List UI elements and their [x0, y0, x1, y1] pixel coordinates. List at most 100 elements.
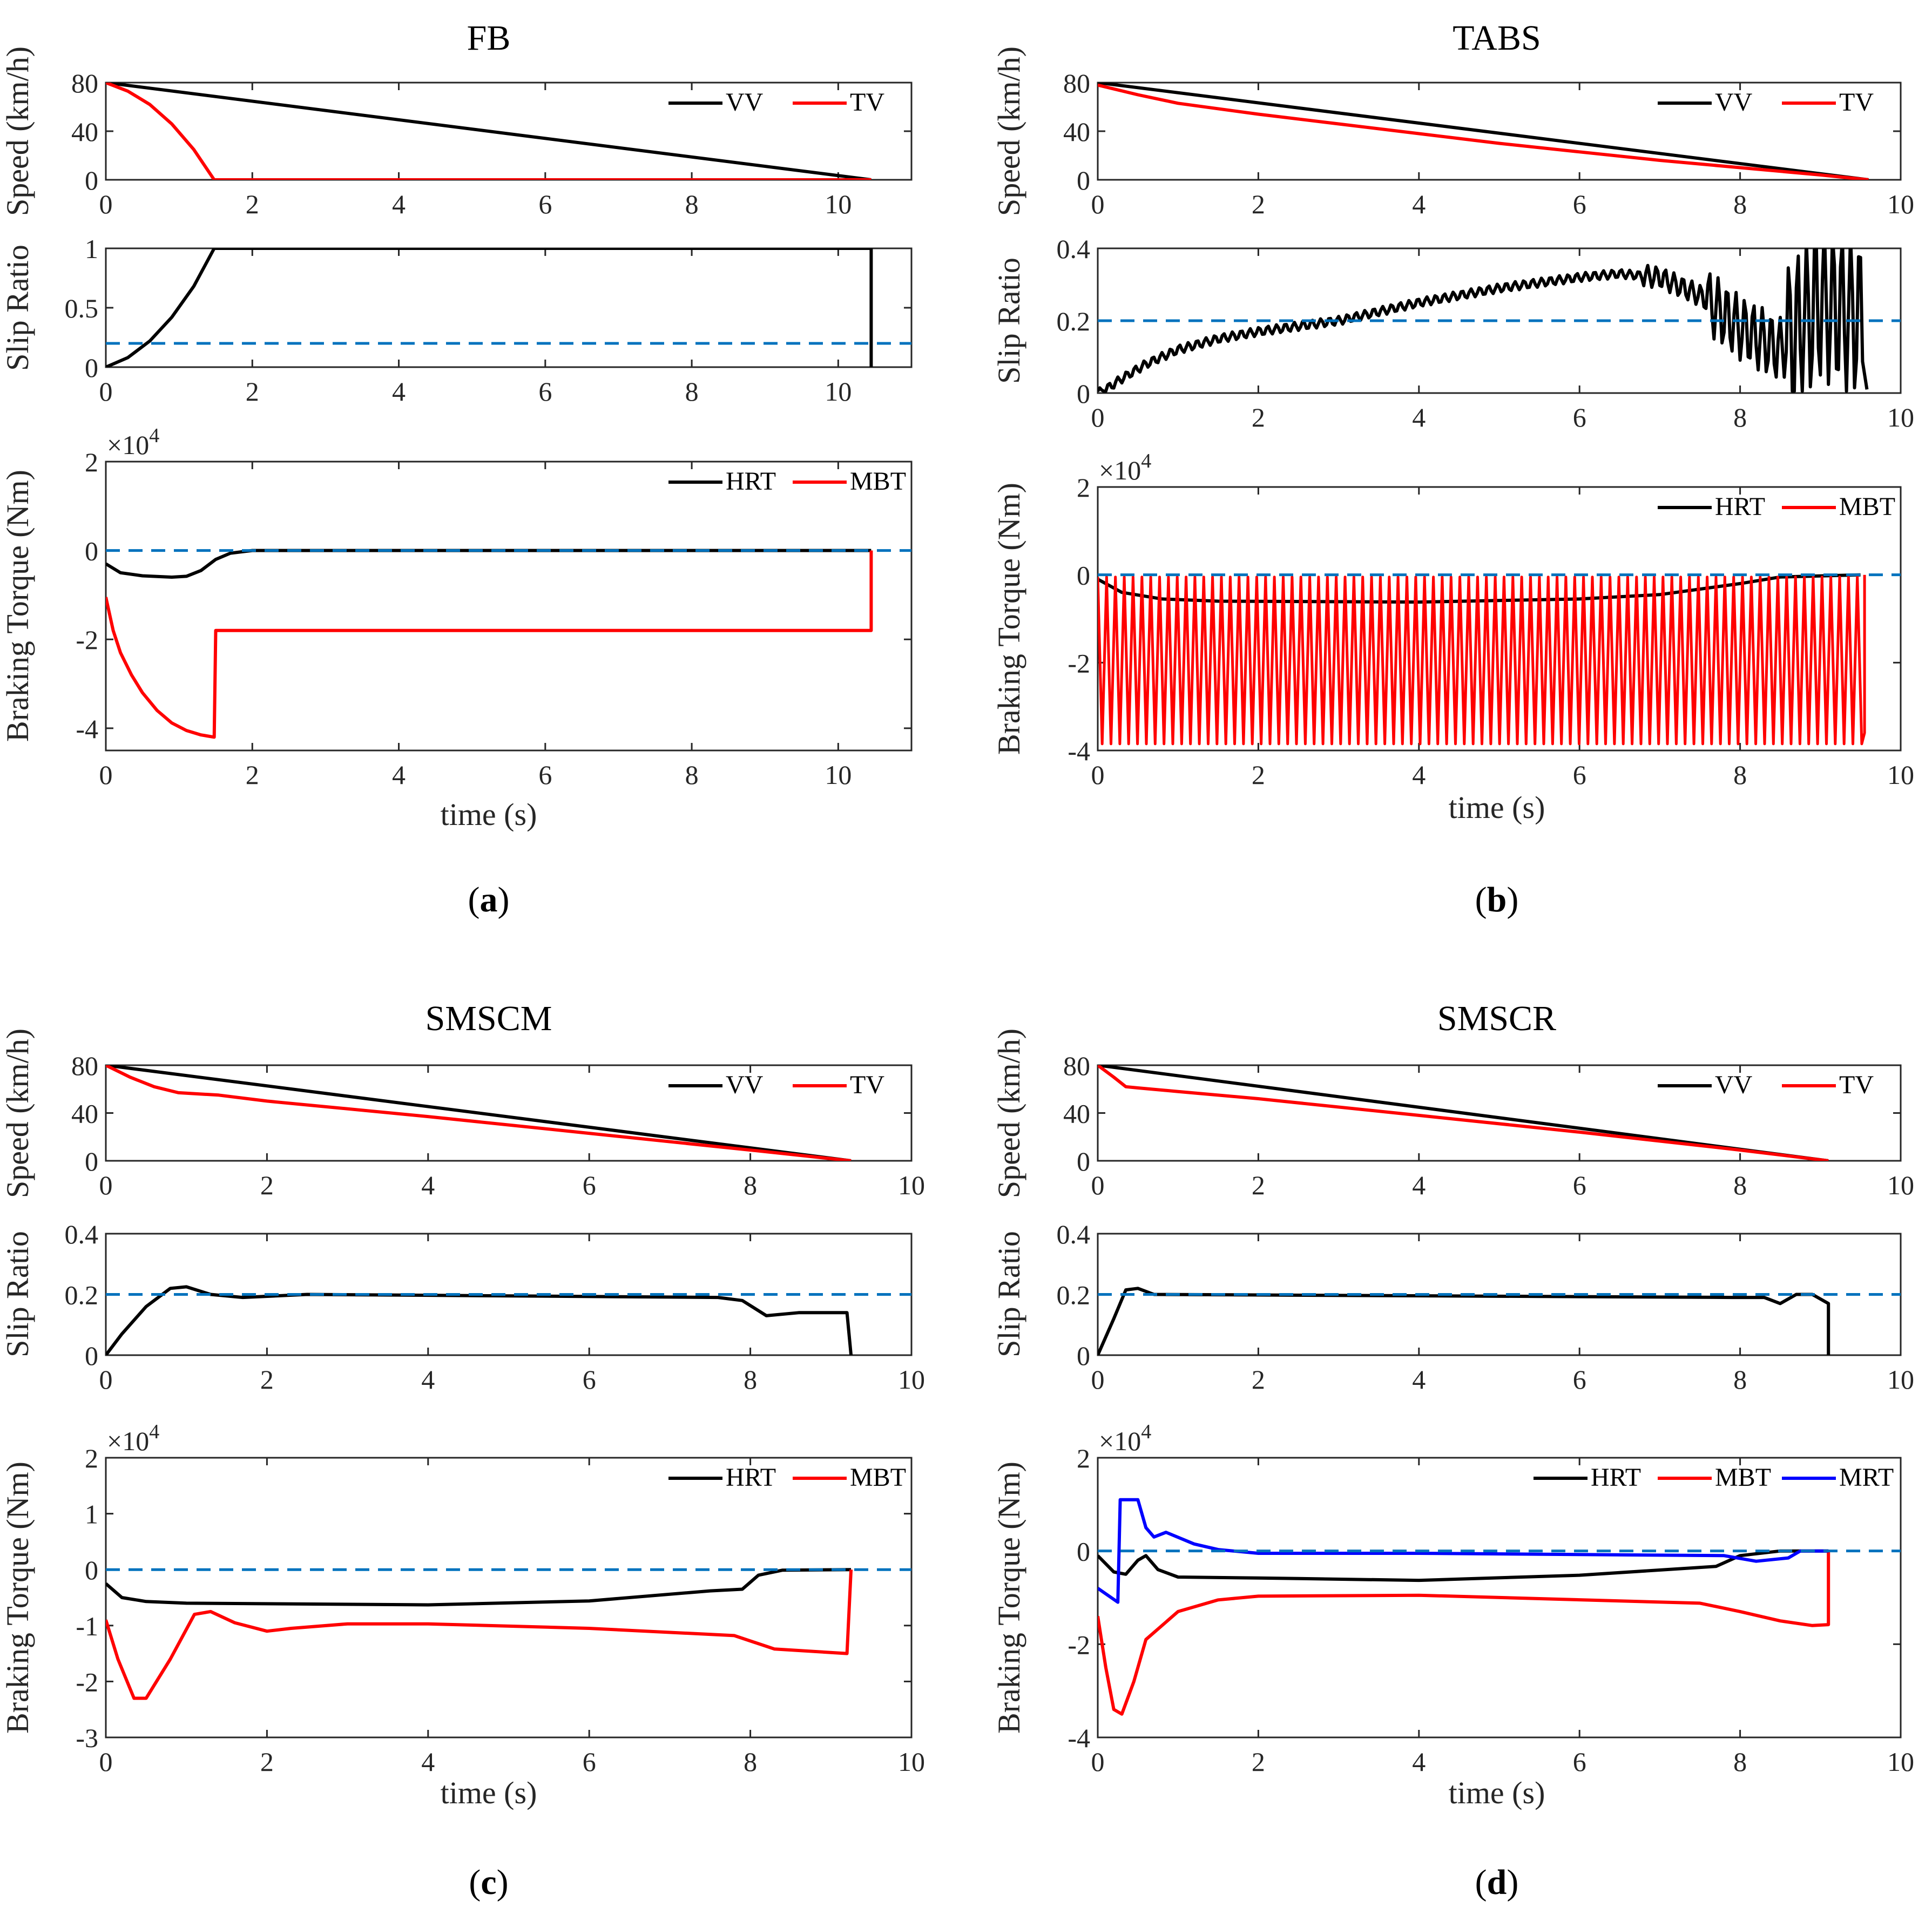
y-tick-label: -2 — [1068, 648, 1090, 678]
subplot-speed: 0 2 4 6 8 10 0 40 80 Speed (km/h) VV TV — [0, 1029, 925, 1200]
x-tick-label: 0 — [1091, 1364, 1105, 1395]
subplot-speed: 0 2 4 6 8 10 0 40 80 Speed (km/h) VV TV — [991, 1029, 1914, 1200]
y-tick-label: 80 — [71, 1051, 98, 1081]
y-tick-label: 1 — [85, 1499, 98, 1530]
y-axis-label: Slip Ratio — [991, 258, 1026, 384]
x-tick-label: 8 — [744, 1170, 757, 1200]
subplot-speed: 0 2 4 6 8 10 0 40 80 Speed (km/h) VV TV — [991, 46, 1914, 219]
axes-box — [105, 461, 913, 752]
series-mbt-line — [106, 550, 873, 739]
plot-area — [1098, 1065, 1829, 1161]
y-axis-label: Slip Ratio — [0, 245, 35, 371]
y-multiplier: ×104 — [107, 424, 159, 460]
x-tick-label: 10 — [1887, 760, 1914, 790]
y-axis-label: Slip Ratio — [0, 1231, 35, 1357]
y-axis-label: Slip Ratio — [991, 1231, 1026, 1357]
series-vv-line — [106, 1065, 852, 1161]
x-tick-label: 8 — [1733, 1170, 1747, 1200]
x-tick-label: 6 — [1573, 189, 1586, 219]
plot-area — [106, 1065, 852, 1161]
series-slip-line — [106, 248, 873, 367]
y-axis-label: Speed (km/h) — [991, 1029, 1026, 1198]
y-multiplier: ×104 — [1099, 450, 1151, 485]
x-tick-label: 6 — [1573, 760, 1586, 790]
y-tick-label: 0 — [85, 1555, 98, 1585]
panel-caption: (d) — [1475, 1863, 1519, 1902]
panel-title: FB — [467, 18, 511, 58]
series-mbt-line — [1098, 1551, 1830, 1716]
x-tick-label: 8 — [744, 1364, 757, 1395]
y-tick-label: 0.2 — [1057, 306, 1091, 336]
y-tick-label: 0 — [85, 165, 98, 195]
plot-area — [1098, 248, 1901, 393]
x-tick-label: 4 — [392, 760, 406, 790]
axes-box — [105, 1457, 913, 1738]
y-tick-label: 0.4 — [1057, 1219, 1091, 1249]
x-tick-label: 6 — [583, 1364, 596, 1395]
y-tick-label: 40 — [1063, 117, 1090, 147]
x-tick-label: 4 — [1412, 760, 1426, 790]
legend-label-tv: TV — [1839, 88, 1874, 117]
y-tick-label: 0.5 — [65, 293, 99, 323]
y-axis-label: Braking Torque (Nm) — [0, 1462, 35, 1734]
y-tick-label: 40 — [71, 117, 98, 147]
legend: HRT MBT — [668, 1463, 906, 1492]
y-tick-label: 0 — [85, 536, 98, 566]
series-slip-line — [1098, 248, 1869, 393]
y-tick-label: 40 — [71, 1099, 98, 1129]
series-tv-line — [106, 1065, 852, 1161]
y-tick-label: 0.2 — [65, 1280, 99, 1310]
x-tick-label: 0 — [1091, 402, 1105, 432]
subplot-torque: 0 2 4 6 8 10 -4 -2 0 2 Braking Torque (Nm) ×104 HRT M… — [991, 450, 1914, 790]
x-tick-label: 10 — [1887, 1170, 1914, 1200]
x-tick-label: 0 — [99, 189, 113, 219]
x-tick-label: 4 — [421, 1747, 435, 1777]
x-tick-label: 10 — [1887, 1364, 1914, 1395]
series-tv-line — [1098, 1065, 1829, 1161]
x-tick-label: 6 — [538, 760, 552, 790]
panel-title: TABS — [1453, 18, 1541, 58]
y-tick-label: 0 — [1077, 378, 1090, 409]
legend-label-hrt: HRT — [1715, 492, 1765, 521]
x-tick-label: 0 — [99, 1364, 113, 1395]
x-axis-label: time (s) — [441, 1775, 537, 1810]
x-tick-label: 4 — [1412, 1170, 1426, 1200]
x-tick-label: 4 — [421, 1364, 435, 1395]
x-tick-label: 4 — [421, 1170, 435, 1200]
x-tick-label: 10 — [825, 376, 852, 407]
subplot-slip: 0 2 4 6 8 10 0 0.2 0.4 Slip Ratio — [991, 1219, 1914, 1395]
y-tick-label: 2 — [85, 1443, 98, 1473]
x-tick-label: 4 — [1412, 189, 1426, 219]
y-tick-label: 2 — [85, 447, 98, 477]
x-tick-label: 2 — [1252, 760, 1265, 790]
subplot-torque: 0 2 4 6 8 10 -4 -2 0 2 Braking Torque (Nm) ×104 HRT M… — [991, 1420, 1914, 1777]
x-tick-label: 10 — [1887, 189, 1914, 219]
subplot-slip: 0 2 4 6 8 10 0 0.5 1 Slip Ratio — [0, 234, 913, 407]
x-tick-label: 8 — [1733, 189, 1747, 219]
series-tv-line — [1098, 83, 1869, 180]
plot-area — [1098, 573, 1901, 746]
x-tick-label: 6 — [1573, 1170, 1586, 1200]
y-tick-label: -1 — [76, 1611, 98, 1641]
legend-label-tv: TV — [850, 1071, 884, 1099]
legend: VV TV — [1658, 1071, 1874, 1099]
x-tick-label: 4 — [1412, 402, 1426, 432]
legend-label-tv: TV — [1839, 1071, 1874, 1099]
series-mbt-line — [106, 1570, 853, 1700]
x-tick-label: 8 — [685, 189, 699, 219]
legend-label-vv: VV — [726, 1071, 764, 1099]
y-tick-label: 0 — [1077, 165, 1090, 195]
plot-area — [106, 549, 911, 739]
plot-area — [106, 83, 872, 180]
x-tick-label: 10 — [1887, 402, 1914, 432]
x-tick-label: 8 — [744, 1747, 757, 1777]
y-tick-label: -3 — [76, 1723, 98, 1753]
legend-label-vv: VV — [1715, 1071, 1753, 1099]
y-multiplier: ×104 — [107, 1420, 159, 1456]
series-vv-line — [1098, 83, 1869, 180]
x-tick-label: 8 — [1733, 1364, 1747, 1395]
